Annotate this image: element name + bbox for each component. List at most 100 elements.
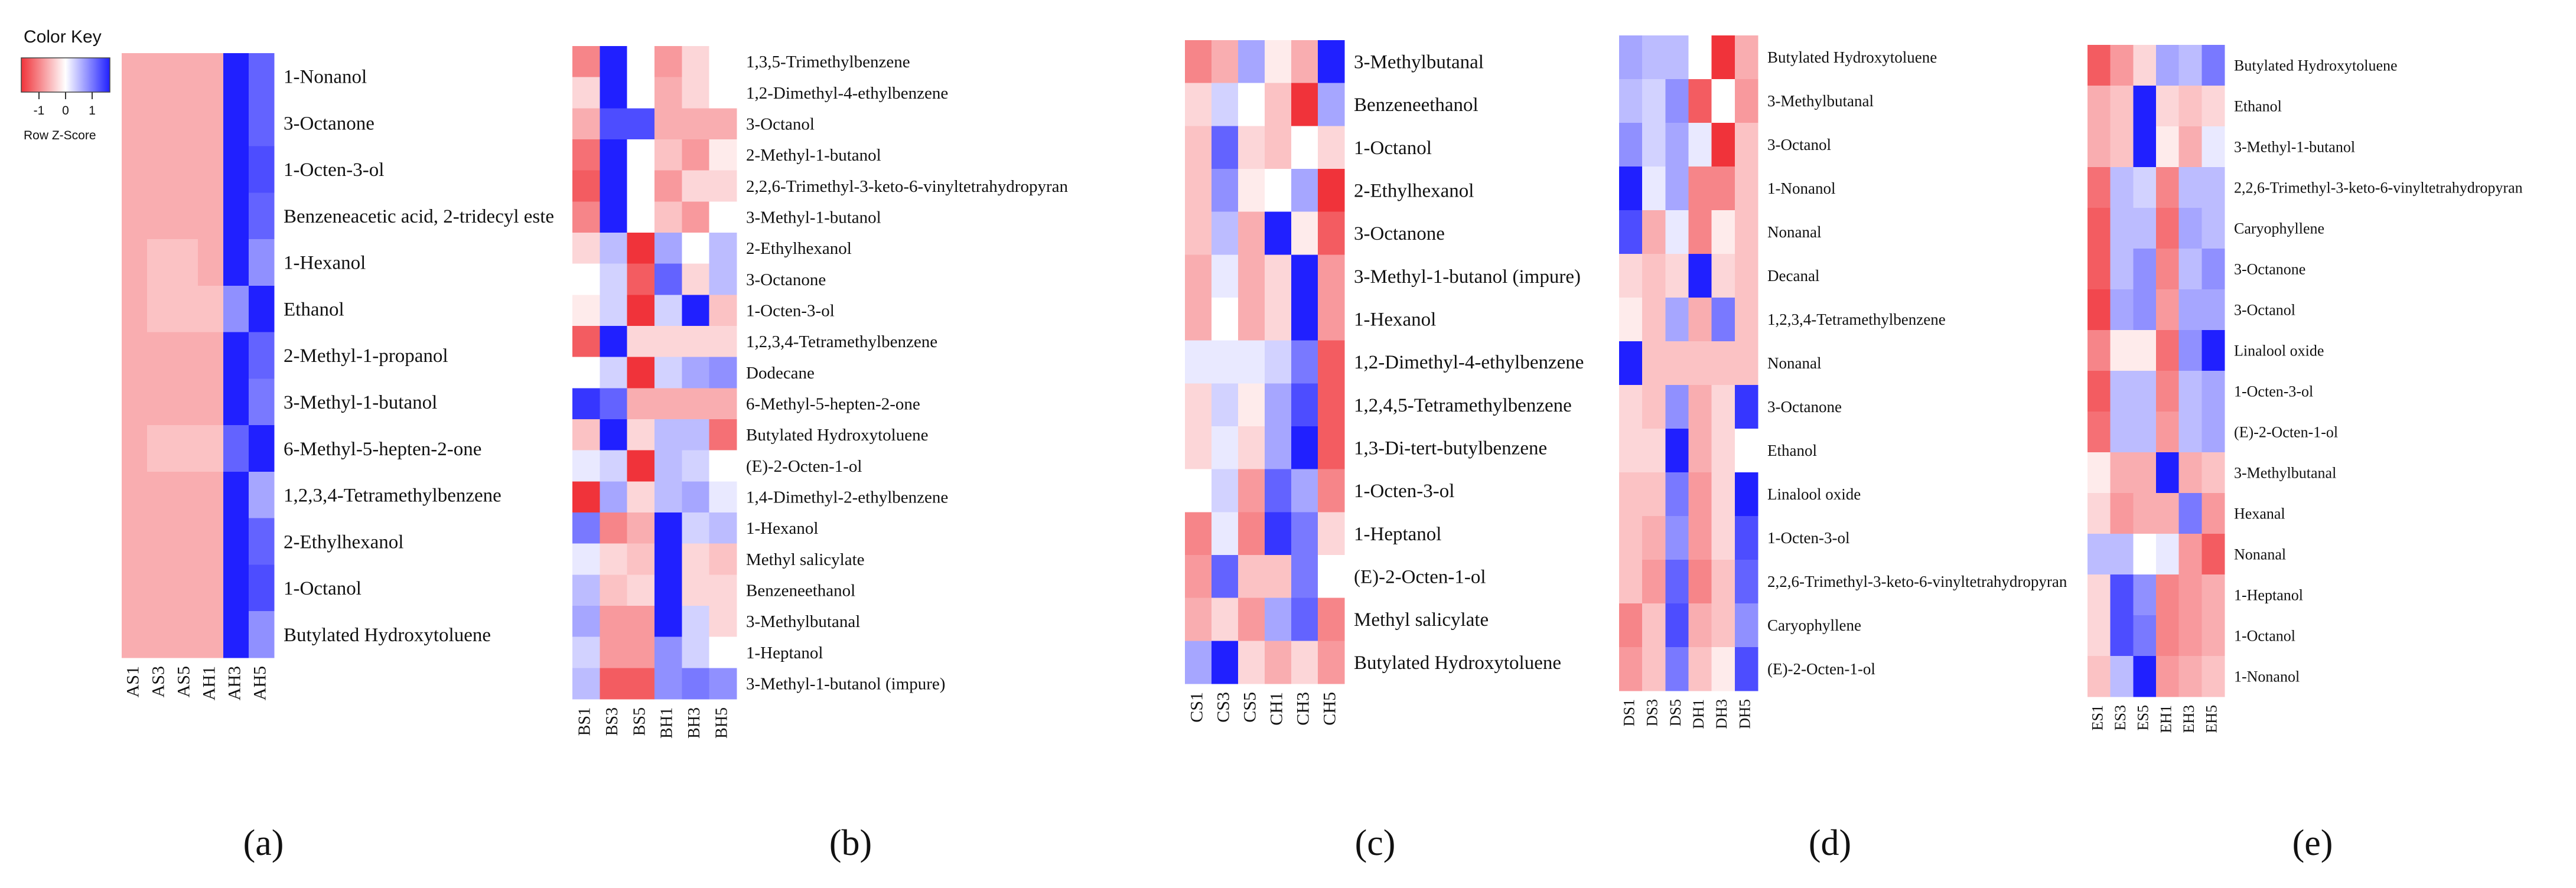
heatmap-cell: [1185, 126, 1212, 169]
heatmap-cell: [223, 146, 249, 193]
heatmap-cell: [2156, 534, 2180, 575]
column-label: AS1: [123, 666, 142, 697]
heatmap-cell: [1185, 40, 1212, 84]
row-label: 2-Ethylhexanol: [746, 239, 852, 258]
heatmap-cell: [1688, 79, 1712, 123]
heatmap-cell: [572, 170, 600, 202]
heatmap-cell: [2110, 452, 2134, 494]
heatmap-cell: [223, 564, 249, 612]
heatmap-cell: [1265, 169, 1292, 213]
heatmap-cell: [2110, 656, 2134, 697]
heatmap-cell: [682, 512, 710, 544]
column-label: DH1: [1690, 699, 1707, 729]
heatmap-cell: [709, 668, 737, 700]
heatmap-cell: [1291, 383, 1318, 427]
heatmap-cell: [198, 285, 224, 333]
heatmap-cell: [654, 263, 682, 295]
heatmap-cell: [1734, 254, 1758, 298]
heatmap-cell: [627, 77, 655, 109]
heatmap-cell: [1185, 169, 1212, 213]
heatmap-cell: [1619, 385, 1643, 429]
row-label: 3-Octanone: [284, 113, 374, 134]
heatmap-cell: [600, 201, 628, 233]
row-label: 1,3,5-Trimethylbenzene: [746, 53, 910, 71]
column-label: AH5: [250, 666, 269, 700]
heatmap-cell: [627, 357, 655, 389]
heatmap-cell: [1265, 426, 1292, 470]
heatmap-cell: [1734, 647, 1758, 691]
heatmap-cell: [1665, 472, 1689, 517]
heatmap-cell: [1212, 126, 1239, 169]
heatmap-cell: [1212, 512, 1239, 556]
row-label: 1-Heptanol: [746, 644, 823, 662]
row-label: 1,2,3,4-Tetramethylbenzene: [746, 332, 937, 351]
heatmap-cell: [1185, 83, 1212, 126]
color-key: Color Key -1 0 1 Row Z-Score: [21, 27, 110, 142]
heatmap-cell: [2110, 289, 2134, 331]
heatmap-cell: [654, 668, 682, 700]
heatmap-cell: [1238, 211, 1265, 255]
heatmap-cell: [572, 512, 600, 544]
heatmap-cell: [147, 285, 173, 333]
heatmap-cell: [709, 574, 737, 606]
heatmap-cell: [682, 77, 710, 109]
row-label: Linalool oxide: [1767, 485, 1861, 503]
heatmap-cell: [249, 192, 275, 240]
heatmap-cell: [600, 46, 628, 78]
color-key-tick-label: 1: [89, 104, 96, 117]
heatmap-cell: [709, 139, 737, 171]
heatmap-cell: [654, 543, 682, 575]
heatmap-cell: [2156, 289, 2180, 331]
heatmap-cell: [1642, 79, 1666, 123]
heatmap-cell: [2156, 249, 2180, 290]
heatmap-cell: [2202, 126, 2225, 168]
column-label: CS1: [1187, 692, 1206, 723]
heatmap-cell: [682, 170, 710, 202]
heatmap-cell: [2133, 86, 2157, 127]
heatmap-cell: [1212, 40, 1239, 84]
heatmap-cell: [600, 263, 628, 295]
heatmap-cell: [2133, 371, 2157, 412]
column-label: AH3: [224, 666, 244, 700]
row-label: Nonanal: [2234, 546, 2286, 563]
heatmap-cell: [1212, 83, 1239, 126]
heatmap-cell: [172, 53, 198, 100]
heatmap-cell: [147, 425, 173, 472]
row-label: 3-Methyl-1-butanol: [746, 208, 881, 227]
heatmap-cell: [600, 668, 628, 700]
heatmap-cell: [709, 263, 737, 295]
heatmap-cell: [627, 636, 655, 668]
heatmap-panel-c: 3-Methylbutanal Benzeneethanol 1-Octanol 2-…: [1185, 40, 1584, 863]
heatmap-cell: [1734, 79, 1758, 123]
heatmap-cell: [2087, 615, 2111, 657]
heatmap-cell: [682, 233, 710, 265]
heatmap-cell: [682, 388, 710, 420]
heatmap-cell: [1688, 603, 1712, 648]
heatmap-cell: [600, 419, 628, 451]
color-key-tick-label: 0: [62, 104, 69, 117]
row-label: 1-Hexanol: [746, 519, 818, 538]
heatmap-cell: [1212, 298, 1239, 341]
heatmap-cell: [600, 77, 628, 109]
heatmap-cell: [1238, 83, 1265, 126]
heatmap-cell: [2178, 45, 2202, 86]
heatmap-cell: [1711, 647, 1735, 691]
row-label: 1-Octen-3-ol: [284, 159, 384, 181]
heatmap-cell: [249, 564, 275, 612]
heatmap-cell: [2087, 249, 2111, 290]
heatmap-cell: [682, 481, 710, 513]
heatmap-cell: [1265, 211, 1292, 255]
heatmap-cell: [709, 77, 737, 109]
heatmap-cell: [1238, 512, 1265, 556]
heatmap-cell: [2110, 208, 2134, 249]
row-label: 3-Methyl-1-butanol (impure): [1354, 266, 1581, 288]
column-label: AS3: [148, 666, 168, 697]
column-label: DH5: [1736, 699, 1753, 729]
heatmap-cell: [654, 636, 682, 668]
heatmap-cell: [709, 46, 737, 78]
heatmap-cell: [2133, 493, 2157, 534]
row-label: 2-Ethylhexanol: [284, 531, 403, 553]
heatmap-cell: [1619, 210, 1643, 254]
heatmap-cell: [627, 668, 655, 700]
heatmap-cell: [223, 518, 249, 566]
